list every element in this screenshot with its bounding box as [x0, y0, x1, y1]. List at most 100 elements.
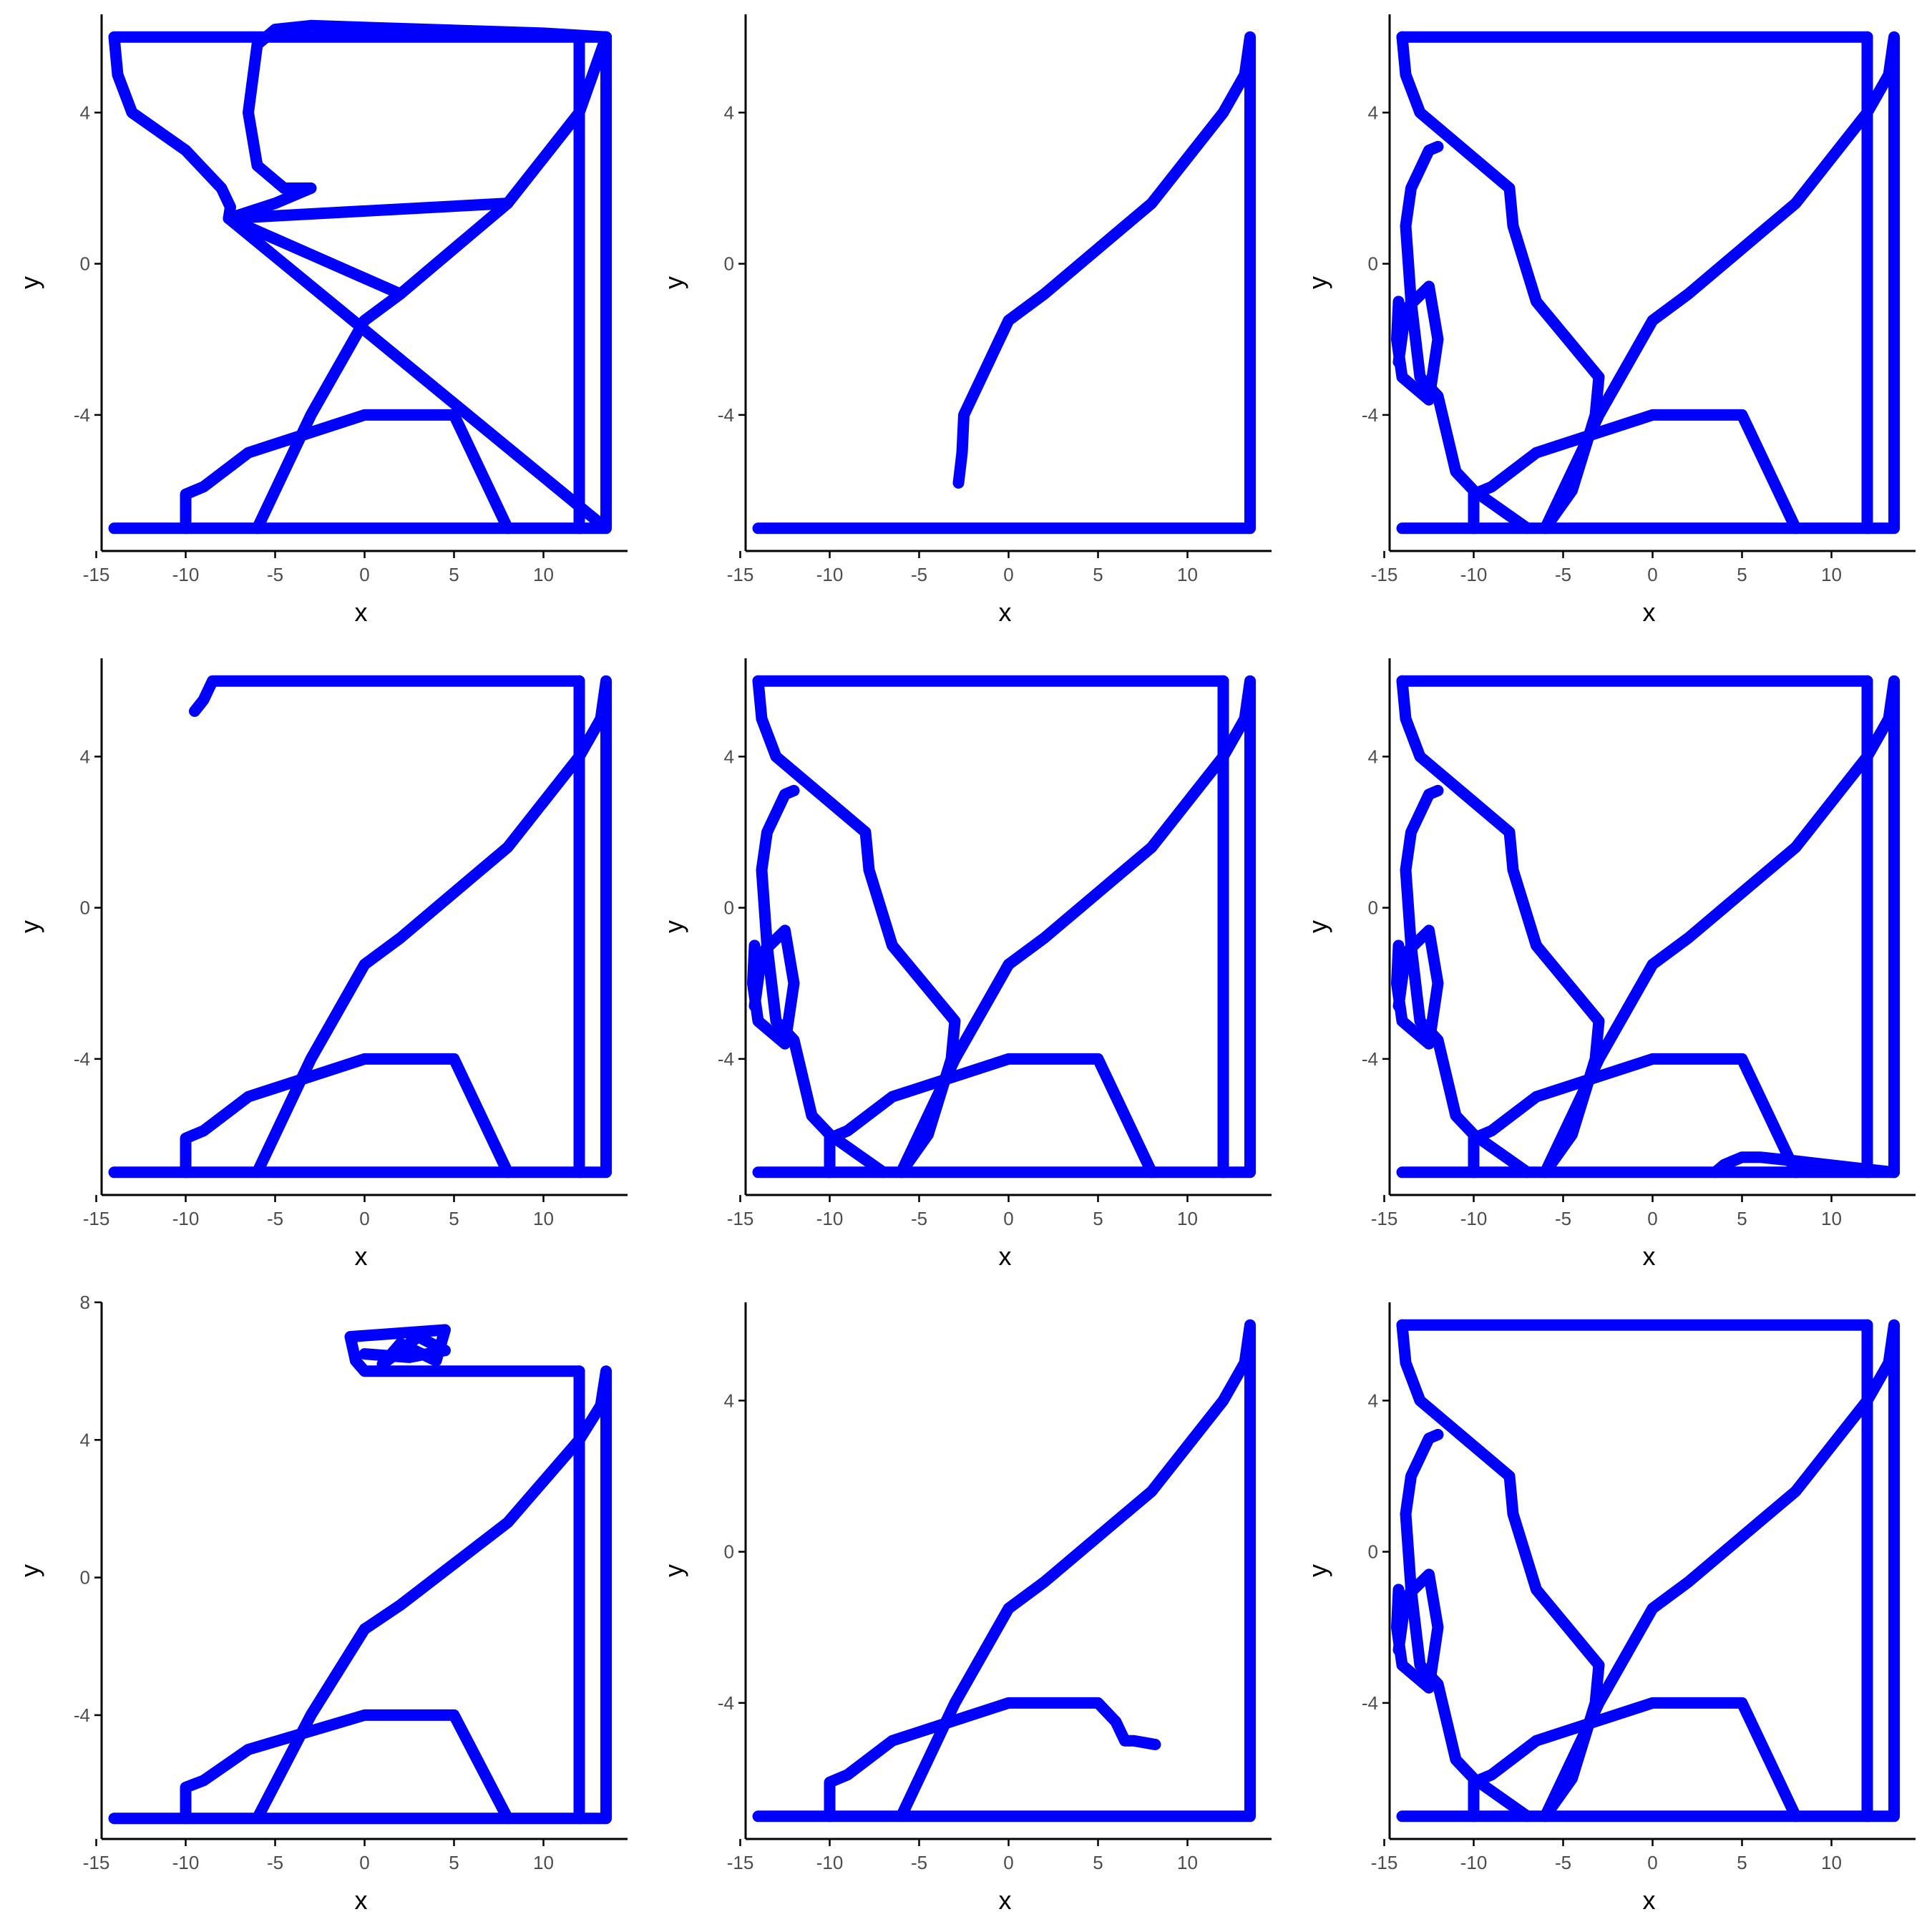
x-axis-title: x: [1643, 1885, 1656, 1915]
panel-5: -15 -10 -5 0 5 10 -4 0 4 x y: [659, 658, 1272, 1271]
panel-7: -15 -10 -5 0 5 10 -4 0 4 8 x y: [15, 1292, 628, 1915]
x-tick-label: 5: [1093, 1852, 1103, 1873]
series-path-1: [752, 1319, 1256, 1823]
x-tick-label: 5: [1737, 564, 1747, 585]
x-tick-label: -10: [172, 564, 200, 585]
x-tick-label: -5: [911, 1852, 927, 1873]
x-axis-title: x: [1643, 1241, 1656, 1271]
series-path-4: [752, 675, 961, 1179]
y-axis-title: y: [1303, 1564, 1332, 1577]
x-tick-label: 0: [359, 1208, 369, 1229]
x-tick-label: -10: [172, 1852, 200, 1873]
series-path-1: [1396, 31, 1900, 535]
y-tick-label: -4: [1362, 1692, 1378, 1714]
x-tick-label: -10: [816, 564, 844, 585]
series-path-3: [344, 1324, 585, 1377]
x-tick-label: -10: [1460, 564, 1488, 585]
panel-3: -15 -10 -5 0 5 10 -4 0 4 x y: [1303, 14, 1916, 627]
series-path-7: [1391, 924, 1444, 1050]
series-path-1: [1396, 1319, 1900, 1823]
x-axis-title: x: [1643, 597, 1656, 627]
x-tick-label: -10: [816, 1208, 844, 1229]
x-tick-label: -15: [1371, 1208, 1398, 1229]
y-tick-label: -4: [718, 404, 734, 426]
y-tick-label: -4: [718, 1692, 734, 1714]
panel-6: -15 -10 -5 0 5 10 -4 0 4 x y: [1303, 658, 1916, 1271]
series-path-4: [1396, 1319, 1605, 1823]
y-tick-label: 0: [724, 897, 734, 919]
y-tick-label: 4: [1368, 102, 1378, 123]
x-axis-title: x: [355, 1885, 368, 1915]
y-tick-label: -4: [718, 1048, 734, 1070]
x-tick-label: -10: [172, 1208, 200, 1229]
series-path-1: [108, 1365, 612, 1825]
series-path-8: [1709, 1151, 1900, 1179]
y-tick-label: 0: [724, 1541, 734, 1563]
series-path-5: [1468, 409, 1802, 535]
y-tick-label: -4: [1362, 1048, 1378, 1070]
y-tick-label: 8: [80, 1292, 90, 1313]
x-tick-label: 10: [533, 1852, 554, 1873]
x-tick-label: -5: [267, 564, 283, 585]
x-tick-label: 5: [1093, 564, 1103, 585]
series-path-1: [1396, 675, 1900, 1179]
panel-8: -15 -10 -5 0 5 10 -4 0 4 x y: [659, 1302, 1272, 1915]
x-tick-label: 5: [449, 1208, 459, 1229]
y-tick-label: -4: [1362, 404, 1378, 426]
y-tick-label: 0: [80, 253, 90, 275]
series-path-3: [180, 409, 514, 535]
y-tick-label: 0: [80, 897, 90, 919]
x-tick-label: -10: [1460, 1852, 1488, 1873]
series-path-6: [756, 784, 889, 1179]
panel-2: -15 -10 -5 0 5 10 -4 0 4 x y: [659, 14, 1272, 627]
y-tick-label: 4: [1368, 1390, 1378, 1411]
series-path-1: [108, 675, 612, 1179]
x-tick-label: 5: [1093, 1208, 1103, 1229]
series-path-4: [1396, 31, 1605, 535]
x-axis-title: x: [999, 1241, 1012, 1271]
panel-9: -15 -10 -5 0 5 10 -4 0 4 x y: [1303, 1302, 1916, 1915]
y-tick-label: -4: [74, 404, 90, 426]
x-axis-title: x: [355, 597, 368, 627]
x-tick-label: -15: [727, 1208, 754, 1229]
y-tick-label: 0: [1368, 253, 1378, 275]
y-tick-label: 0: [1368, 897, 1378, 919]
x-tick-label: -5: [1555, 564, 1571, 585]
series-path-5: [824, 1053, 1158, 1179]
series-path-1: [752, 675, 1256, 1179]
x-tick-label: 0: [359, 1852, 369, 1873]
series-path-7: [243, 19, 612, 194]
series-path-5: [223, 197, 514, 225]
y-axis-title: y: [659, 920, 688, 933]
y-axis-title: y: [659, 1564, 688, 1577]
series-path-7: [1391, 1568, 1444, 1694]
x-tick-label: 0: [1003, 1852, 1013, 1873]
x-tick-label: -15: [727, 1852, 754, 1873]
y-tick-label: 4: [724, 746, 734, 767]
series-path-6: [1400, 140, 1533, 535]
x-tick-label: -5: [1555, 1852, 1571, 1873]
x-axis-title: x: [999, 1885, 1012, 1915]
x-tick-label: 10: [1821, 1208, 1842, 1229]
x-tick-label: 10: [533, 564, 554, 585]
y-tick-label: 4: [1368, 746, 1378, 767]
y-axis-title: y: [1303, 920, 1332, 933]
x-tick-label: 10: [1177, 1208, 1198, 1229]
y-tick-label: 4: [724, 102, 734, 123]
x-tick-label: 10: [1177, 1852, 1198, 1873]
panel-1: -15 -10 -5 0 5 10 -4 0 4 x y: [15, 14, 628, 627]
series-path-4: [251, 31, 612, 535]
x-tick-label: 10: [1177, 564, 1198, 585]
y-tick-label: 4: [80, 746, 90, 767]
x-tick-label: -15: [1371, 564, 1398, 585]
x-tick-label: 0: [359, 564, 369, 585]
x-tick-label: -15: [1371, 1852, 1398, 1873]
x-tick-label: -5: [911, 564, 927, 585]
series-path-1: [108, 31, 612, 535]
x-tick-label: 0: [1647, 1852, 1657, 1873]
x-tick-label: 0: [1003, 1208, 1013, 1229]
x-tick-label: -5: [911, 1208, 927, 1229]
y-tick-label: -4: [74, 1704, 90, 1726]
x-tick-label: -5: [267, 1852, 283, 1873]
series-path-6: [1400, 1428, 1533, 1823]
